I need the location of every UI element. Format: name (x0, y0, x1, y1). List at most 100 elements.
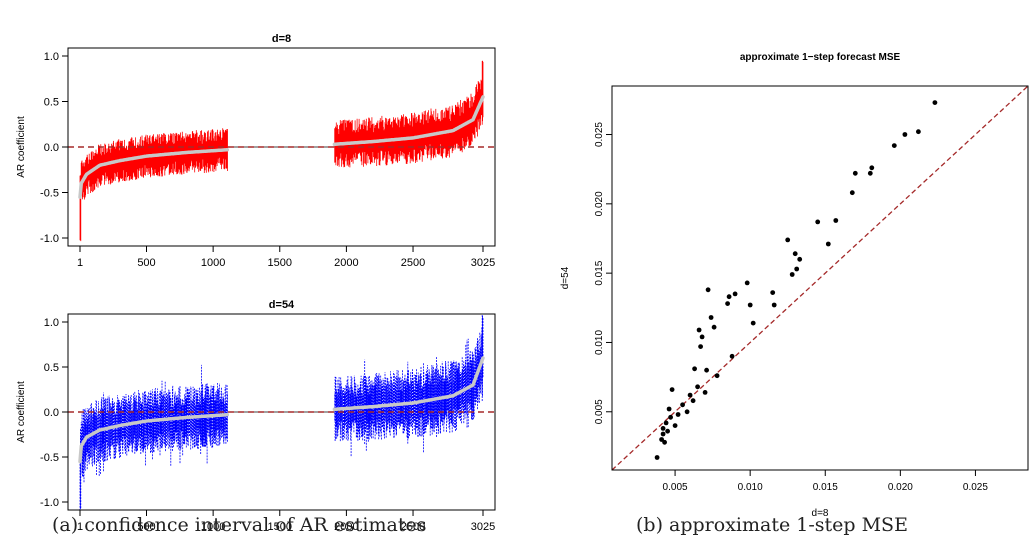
x-tick-label: 500 (137, 521, 155, 533)
data-point (797, 256, 803, 262)
data-point (660, 426, 666, 431)
x-tick-label: 2500 (401, 521, 425, 533)
data-point (663, 420, 669, 426)
confidence-band (79, 60, 484, 242)
panel-title: d=54 (269, 299, 295, 311)
data-point (867, 170, 873, 176)
plot-frame (611, 85, 1029, 471)
y-tick-label: 0.025 (594, 122, 605, 147)
estimate-curve-left (78, 148, 230, 199)
data-point (684, 409, 690, 415)
y-tick-label: 1.0 (44, 317, 59, 329)
data-point (669, 387, 675, 392)
x-tick-label: 3025 (471, 257, 495, 269)
y-tick-label: 0.015 (594, 260, 605, 285)
estimate-curve-right (332, 356, 485, 412)
y-tick-label: -1.0 (40, 233, 59, 245)
data-point (833, 218, 839, 223)
data-point (869, 165, 875, 171)
y-tick-label: 0.5 (44, 97, 59, 109)
data-point (744, 280, 750, 286)
data-point (704, 367, 709, 373)
y-axis-label: AR coefficient (16, 381, 27, 443)
y-axis-label: d=54 (560, 266, 571, 289)
y-axis-label: AR coefficient (16, 116, 27, 178)
estimate-curve-left (78, 412, 230, 464)
data-point (852, 170, 858, 176)
data-point (666, 406, 672, 412)
data-point (665, 428, 670, 434)
y-tick-label: 0.5 (44, 362, 59, 374)
data-point (902, 132, 908, 137)
data-point (675, 412, 681, 417)
caption-b: (b) approximate 1-step MSE (636, 514, 908, 536)
x-tick-label: 1 (77, 257, 83, 269)
data-point (714, 373, 720, 379)
data-point (672, 423, 678, 428)
data-point (711, 324, 717, 330)
data-point (687, 392, 693, 398)
data-point (680, 402, 685, 408)
data-point (732, 291, 738, 297)
x-tick-label: 0.005 (663, 482, 688, 493)
data-point (668, 414, 673, 420)
y-tick-label: -0.5 (40, 452, 59, 464)
estimate-curve-right (332, 95, 485, 147)
x-tick-label: 0.025 (963, 482, 988, 493)
x-tick-label: 500 (137, 257, 155, 269)
data-point (792, 251, 798, 257)
x-tick-label: 3025 (471, 521, 495, 533)
data-point (699, 334, 705, 340)
data-point (696, 327, 702, 333)
data-point (891, 143, 897, 148)
y-tick-label: 0.010 (594, 330, 605, 355)
data-point (695, 384, 700, 390)
data-point (785, 237, 791, 243)
y-tick-label: 1.0 (44, 51, 59, 63)
identity-reference-line (611, 85, 1029, 471)
data-point (726, 294, 732, 300)
data-point (789, 272, 795, 277)
x-tick-label: 1500 (268, 257, 292, 269)
data-point (770, 290, 776, 295)
data-point (849, 190, 855, 196)
y-tick-label: 0.020 (594, 191, 605, 216)
data-point (702, 390, 708, 395)
x-tick-label: 1000 (201, 257, 225, 269)
data-point (794, 266, 800, 272)
y-tick-label: 0.005 (594, 399, 605, 424)
x-tick-label: 0.010 (738, 482, 763, 493)
x-tick-label: 0.015 (813, 482, 838, 493)
mse-scatter-panel: approximate 1−step forecast MSE 0.005 0.01… (560, 52, 1029, 519)
panel-title: d=8 (272, 33, 291, 45)
x-tick-label: 0.020 (888, 482, 913, 493)
x-tick-label: 2000 (334, 257, 358, 269)
data-point (916, 129, 921, 135)
ar-panel-1: d=8-1.0-0.50.00.51.01 500 1000 1500 2000 2500… (16, 33, 496, 269)
data-point (654, 455, 660, 460)
data-point (692, 366, 697, 372)
x-tick-label: 2500 (401, 257, 425, 269)
data-point (750, 320, 756, 326)
y-tick-label: -0.5 (40, 188, 59, 200)
data-point (660, 431, 666, 437)
data-point (729, 353, 735, 359)
y-tick-label: -1.0 (40, 497, 59, 509)
data-point (708, 315, 714, 320)
x-tick-label: 1500 (268, 521, 292, 533)
x-tick-label: 2000 (334, 521, 358, 533)
data-point (771, 302, 777, 308)
caption-a: (a) confidence interval of AR estimates (52, 514, 427, 536)
data-point (825, 241, 831, 247)
data-point (659, 437, 664, 442)
panel-title: approximate 1−step forecast MSE (740, 52, 901, 63)
y-tick-label: 0.0 (44, 142, 59, 154)
data-point (747, 302, 753, 308)
x-tick-label: 1 (77, 521, 83, 533)
x-tick-label: 1000 (201, 521, 225, 533)
data-point (698, 344, 703, 349)
ar-panel-2: d=54-1.0-0.50.00.51.01 500 1000 1500 2000 250… (16, 299, 496, 533)
data-point (725, 301, 730, 306)
x-axis-label: d=8 (812, 508, 829, 519)
